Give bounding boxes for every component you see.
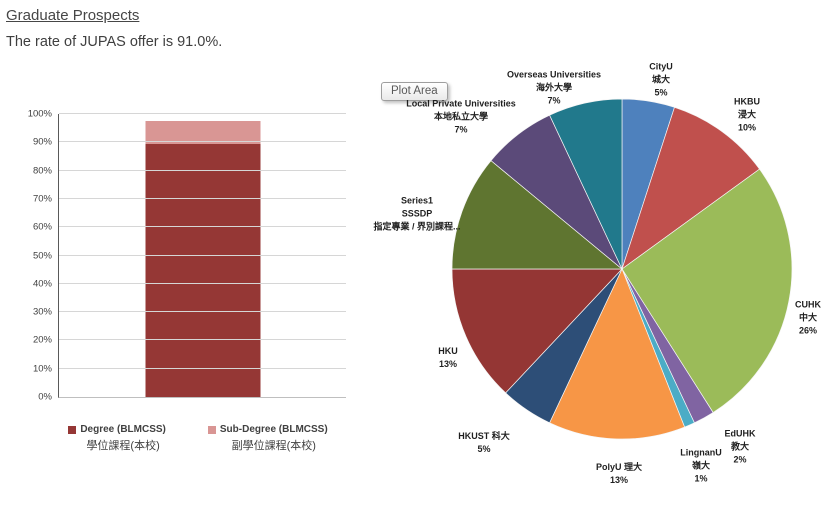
legend-item-subdegree[interactable]: Sub-Degree (BLMCSS) 副學位課程(本校) <box>207 424 328 453</box>
bar-plot-area[interactable]: 0% 10% 20% 30% 40% 50% 60% 70% 80% 90% 100% <box>28 109 346 403</box>
pie-label-local-private: Local Private Universities 本地私立大學 7% <box>406 98 516 135</box>
pie-label-eduhk: EdUHK 教大 2% <box>724 428 756 465</box>
pie-label-overseas: Overseas Universities 海外大學 7% <box>506 69 602 106</box>
gridline <box>59 282 346 284</box>
legend-swatch-degree <box>68 425 77 434</box>
y-tick-label: 30% <box>32 306 52 318</box>
gridline <box>59 141 346 143</box>
gridline <box>59 169 346 171</box>
pie-label-hku: HKU 13% <box>438 346 458 369</box>
y-tick-label: 40% <box>32 278 52 290</box>
gridline <box>59 311 346 313</box>
jupas-offer-rate-text: The rate of JUPAS offer is 91.0%. <box>6 34 223 50</box>
y-tick-label: 0% <box>38 391 52 403</box>
pie-slice-cuhk[interactable] <box>621 168 793 413</box>
gridline <box>59 367 346 369</box>
plot-area-tooltip: Plot Area <box>381 82 448 101</box>
y-tick-label: 20% <box>32 334 52 346</box>
legend-label-degree-zh: 學位課程(本校) <box>86 440 160 452</box>
legend-label-degree: Degree (BLMCSS) <box>80 424 166 435</box>
bar-column[interactable] <box>145 114 260 397</box>
gridline <box>59 226 346 228</box>
pie-chart[interactable]: Plot Area CityU 城大 5% HKBU 浸大 10% CUHK 中大 26% EdU… <box>365 55 839 506</box>
y-tick-label: 70% <box>32 193 52 205</box>
pie-slice-overseas[interactable] <box>549 98 623 270</box>
pie-label-cuhk: CUHK 中大 26% <box>795 299 821 336</box>
pie-slice-sssdp[interactable] <box>451 160 623 270</box>
pie-label-hkust: HKUST 科大 5% <box>458 431 510 454</box>
legend-item-degree[interactable]: Degree (BLMCSS) 學位課程(本校) <box>68 424 166 453</box>
legend-swatch-subdegree <box>207 425 216 434</box>
y-tick-label: 100% <box>27 108 52 120</box>
y-tick-label: 60% <box>32 221 52 233</box>
pie-slice-polyu[interactable] <box>549 268 686 440</box>
page-title: Graduate Prospects <box>6 7 140 24</box>
bar-segment-degree[interactable] <box>145 143 260 397</box>
y-tick-label: 90% <box>32 136 52 148</box>
gridline <box>59 339 346 341</box>
pie-label-lingnanu: LingnanU 嶺大 1% <box>680 447 722 484</box>
pie-label-hkbu: HKBU 浸大 10% <box>734 96 760 133</box>
gridline <box>59 113 346 114</box>
pie-slice-hkbu[interactable] <box>621 106 760 270</box>
pie-slice-hku[interactable] <box>451 268 623 394</box>
pie-label-polyu: PolyU 理大 13% <box>595 462 643 485</box>
gridline <box>59 197 346 199</box>
pie-label-sssdp: Series1 SSSDP 指定專業 / 界別課程... <box>373 195 461 232</box>
bar-legend: Degree (BLMCSS) 學位課程(本校) Sub-Degree (BLM… <box>48 424 348 453</box>
y-tick-label: 10% <box>32 363 52 375</box>
pie-label-cityu: CityU 城大 5% <box>649 61 673 98</box>
gridline <box>59 254 346 256</box>
legend-label-subdegree: Sub-Degree (BLMCSS) <box>219 424 328 435</box>
bar-chart[interactable]: 0% 10% 20% 30% 40% 50% 60% 70% 80% 90% 100% Degree… <box>0 100 365 470</box>
y-tick-label: 80% <box>32 165 52 177</box>
bar-segment-subdegree[interactable] <box>145 121 260 144</box>
y-tick-label: 50% <box>32 250 52 261</box>
legend-label-subdegree-zh: 副學位課程(本校) <box>231 440 316 452</box>
